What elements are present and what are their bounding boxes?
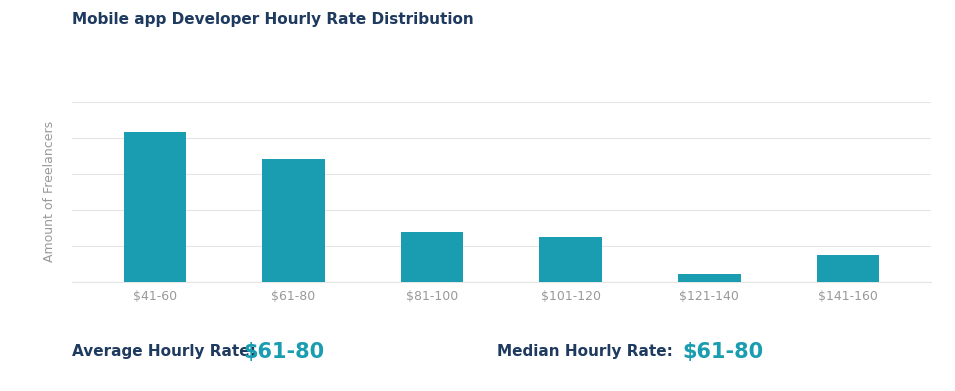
- Text: $61-80: $61-80: [683, 342, 764, 362]
- Bar: [540, 237, 602, 282]
- Bar: [263, 159, 325, 282]
- Text: $61-80: $61-80: [244, 342, 325, 362]
- Text: Mobile app Developer Hourly Rate Distribution: Mobile app Developer Hourly Rate Distrib…: [72, 12, 474, 27]
- Y-axis label: Amount of Freelancers: Amount of Freelancers: [43, 121, 55, 262]
- Bar: [678, 274, 740, 282]
- Text: Median Hourly Rate:: Median Hourly Rate:: [497, 344, 672, 359]
- Bar: [817, 255, 880, 282]
- Bar: [123, 132, 186, 282]
- Text: Average Hourly Rate:: Average Hourly Rate:: [72, 344, 256, 359]
- Bar: [401, 232, 463, 282]
